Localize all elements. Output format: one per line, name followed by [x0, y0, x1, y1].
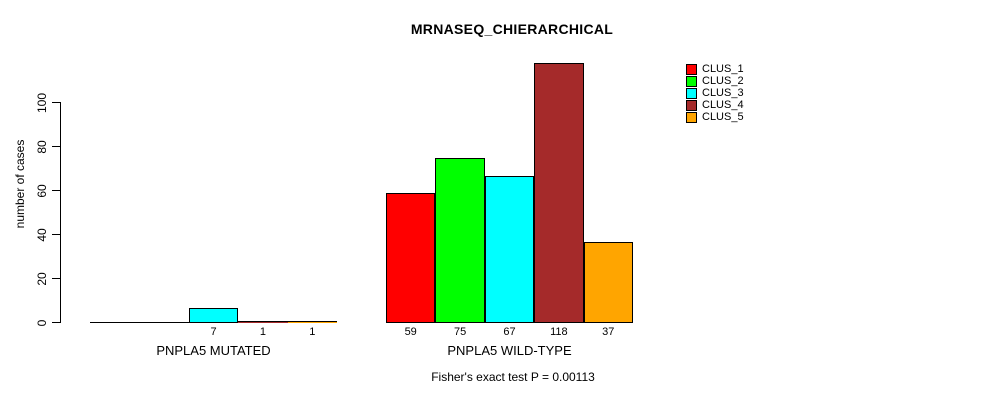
- y-tick-label: 60: [35, 183, 49, 198]
- legend-label: CLUS_4: [702, 99, 744, 111]
- bar-value-label: 37: [602, 326, 615, 338]
- legend-swatch-clus_1: [686, 63, 697, 75]
- bar-clus_5: [583, 241, 633, 323]
- y-tick-mark: [52, 234, 60, 235]
- legend-item-clus_3: CLUS_3: [686, 87, 744, 99]
- y-tick-mark: [52, 278, 60, 279]
- bar-value-label: 118: [550, 326, 568, 338]
- footnote-text: Fisher's exact test P = 0.00113: [431, 370, 595, 384]
- bar-clus_1: [386, 193, 436, 323]
- legend-label: CLUS_1: [702, 63, 744, 75]
- y-tick-label: 0: [35, 319, 49, 326]
- y-axis-line: [60, 102, 61, 323]
- y-tick-mark: [52, 190, 60, 191]
- bar-value-label: 67: [503, 326, 516, 338]
- bar-value-label: 59: [404, 326, 417, 338]
- legend-label: CLUS_5: [702, 111, 744, 123]
- y-tick-label: 80: [35, 139, 49, 154]
- legend-swatch-clus_3: [686, 87, 697, 99]
- bar-value-label: 1: [259, 326, 266, 338]
- y-tick-mark: [52, 102, 60, 103]
- y-tick-label: 40: [35, 227, 49, 242]
- group-label-1: PNPLA5 MUTATED: [156, 343, 271, 358]
- bar-clus_5: [287, 321, 337, 323]
- y-tick-mark: [52, 322, 60, 323]
- legend-label: CLUS_3: [702, 87, 744, 99]
- bar-clus_2: [435, 158, 485, 323]
- legend-swatch-clus_5: [686, 111, 697, 123]
- group-label-2: PNPLA5 WILD-TYPE: [447, 343, 572, 358]
- bar-clus_2-zero: [139, 322, 189, 323]
- legend-item-clus_5: CLUS_5: [686, 111, 744, 123]
- y-axis-label: number of cases: [13, 139, 27, 229]
- bar-clus_3: [188, 307, 239, 323]
- y-tick-label: 20: [35, 271, 49, 286]
- bar-clus_4: [238, 321, 288, 323]
- bar-clus_1-zero: [90, 322, 140, 323]
- legend-swatch-clus_2: [686, 75, 697, 87]
- bar-value-label: 75: [453, 326, 467, 338]
- bar-clus_4: [534, 63, 584, 323]
- legend-item-clus_2: CLUS_2: [686, 75, 744, 87]
- chart-title: MRNASEQ_CHIERARCHICAL: [410, 21, 614, 37]
- legend-item-clus_4: CLUS_4: [686, 99, 744, 111]
- legend: CLUS_1 CLUS_2 CLUS_3 CLUS_4 CLUS_5: [686, 63, 744, 123]
- legend-item-clus_1: CLUS_1: [686, 63, 744, 75]
- y-tick-label: 100: [35, 92, 49, 113]
- bar-value-label: 1: [309, 326, 316, 338]
- legend-label: CLUS_2: [702, 75, 744, 87]
- bar-value-label: 7: [210, 326, 217, 338]
- bar-clus_3: [484, 175, 535, 323]
- y-tick-mark: [52, 146, 60, 147]
- legend-swatch-clus_4: [686, 99, 697, 111]
